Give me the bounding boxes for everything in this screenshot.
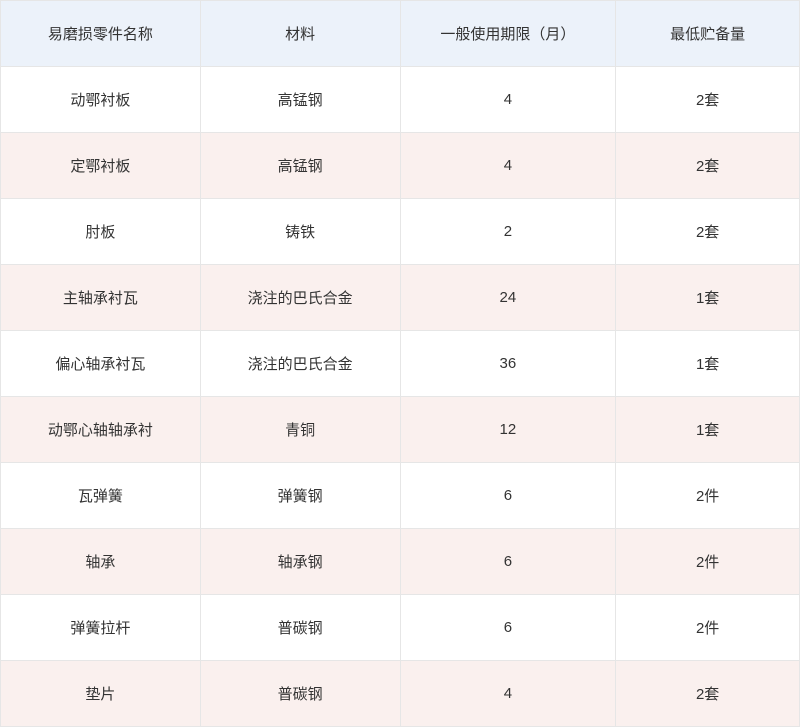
cell-part-name: 弹簧拉杆 <box>1 595 201 661</box>
cell-material: 普碳钢 <box>200 595 400 661</box>
cell-material: 高锰钢 <box>200 67 400 133</box>
cell-material: 弹簧钢 <box>200 463 400 529</box>
table-row: 主轴承衬瓦 浇注的巴氏合金 24 1套 <box>1 265 800 331</box>
cell-part-name: 垫片 <box>1 661 201 727</box>
table-row: 动鄂衬板 高锰钢 4 2套 <box>1 67 800 133</box>
cell-material: 轴承钢 <box>200 529 400 595</box>
cell-part-name: 瓦弹簧 <box>1 463 201 529</box>
cell-material: 青铜 <box>200 397 400 463</box>
col-header-stock: 最低贮备量 <box>616 1 800 67</box>
cell-lifespan: 36 <box>400 331 616 397</box>
cell-stock: 2件 <box>616 595 800 661</box>
table-row: 肘板 铸铁 2 2套 <box>1 199 800 265</box>
cell-lifespan: 6 <box>400 463 616 529</box>
cell-lifespan: 4 <box>400 133 616 199</box>
table-row: 轴承 轴承钢 6 2件 <box>1 529 800 595</box>
table-row: 瓦弹簧 弹簧钢 6 2件 <box>1 463 800 529</box>
table-header: 易磨损零件名称 材料 一般使用期限（月） 最低贮备量 <box>1 1 800 67</box>
cell-lifespan: 6 <box>400 595 616 661</box>
cell-stock: 2套 <box>616 133 800 199</box>
cell-stock: 1套 <box>616 397 800 463</box>
cell-stock: 2套 <box>616 199 800 265</box>
cell-lifespan: 2 <box>400 199 616 265</box>
cell-part-name: 定鄂衬板 <box>1 133 201 199</box>
cell-part-name: 动鄂衬板 <box>1 67 201 133</box>
cell-lifespan: 6 <box>400 529 616 595</box>
cell-stock: 2套 <box>616 67 800 133</box>
cell-stock: 2件 <box>616 529 800 595</box>
table-header-row: 易磨损零件名称 材料 一般使用期限（月） 最低贮备量 <box>1 1 800 67</box>
cell-stock: 1套 <box>616 265 800 331</box>
cell-part-name: 动鄂心轴轴承衬 <box>1 397 201 463</box>
cell-stock: 2件 <box>616 463 800 529</box>
table-row: 动鄂心轴轴承衬 青铜 12 1套 <box>1 397 800 463</box>
cell-stock: 2套 <box>616 661 800 727</box>
cell-material: 铸铁 <box>200 199 400 265</box>
cell-part-name: 主轴承衬瓦 <box>1 265 201 331</box>
col-header-lifespan: 一般使用期限（月） <box>400 1 616 67</box>
table-row: 偏心轴承衬瓦 浇注的巴氏合金 36 1套 <box>1 331 800 397</box>
cell-material: 浇注的巴氏合金 <box>200 265 400 331</box>
table-row: 垫片 普碳钢 4 2套 <box>1 661 800 727</box>
cell-part-name: 偏心轴承衬瓦 <box>1 331 201 397</box>
cell-lifespan: 4 <box>400 661 616 727</box>
cell-lifespan: 12 <box>400 397 616 463</box>
cell-part-name: 轴承 <box>1 529 201 595</box>
col-header-material: 材料 <box>200 1 400 67</box>
table-row: 定鄂衬板 高锰钢 4 2套 <box>1 133 800 199</box>
cell-part-name: 肘板 <box>1 199 201 265</box>
cell-material: 浇注的巴氏合金 <box>200 331 400 397</box>
wear-parts-table: 易磨损零件名称 材料 一般使用期限（月） 最低贮备量 动鄂衬板 高锰钢 4 2套… <box>0 0 800 727</box>
cell-lifespan: 4 <box>400 67 616 133</box>
table-body: 动鄂衬板 高锰钢 4 2套 定鄂衬板 高锰钢 4 2套 肘板 铸铁 2 2套 主… <box>1 67 800 727</box>
cell-stock: 1套 <box>616 331 800 397</box>
cell-material: 普碳钢 <box>200 661 400 727</box>
table-row: 弹簧拉杆 普碳钢 6 2件 <box>1 595 800 661</box>
cell-material: 高锰钢 <box>200 133 400 199</box>
cell-lifespan: 24 <box>400 265 616 331</box>
col-header-part-name: 易磨损零件名称 <box>1 1 201 67</box>
